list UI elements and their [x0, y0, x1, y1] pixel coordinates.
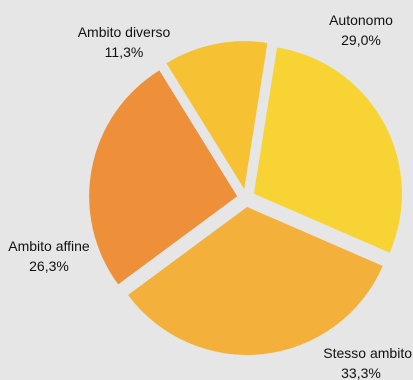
pie-slices [89, 41, 402, 355]
label-stesso-ambito-value: 33,3% [341, 365, 381, 380]
label-autonomo-name: Autonomo [329, 12, 393, 28]
pie-slice-ambito-affine [89, 70, 238, 285]
label-ambito-diverso-value: 11,3% [105, 44, 144, 60]
pie-slice-stesso-ambito [128, 206, 383, 355]
pie-slice-autonomo [253, 47, 402, 253]
label-ambito-affine-value: 26,3% [29, 258, 69, 274]
label-ambito-diverso-name: Ambito diverso [78, 24, 171, 40]
label-autonomo-value: 29,0% [341, 32, 381, 48]
pie-slice-ambito-diverso [166, 41, 268, 190]
label-stesso-ambito-name: Stesso ambito [323, 345, 412, 361]
label-ambito-affine-name: Ambito affine [8, 238, 90, 254]
